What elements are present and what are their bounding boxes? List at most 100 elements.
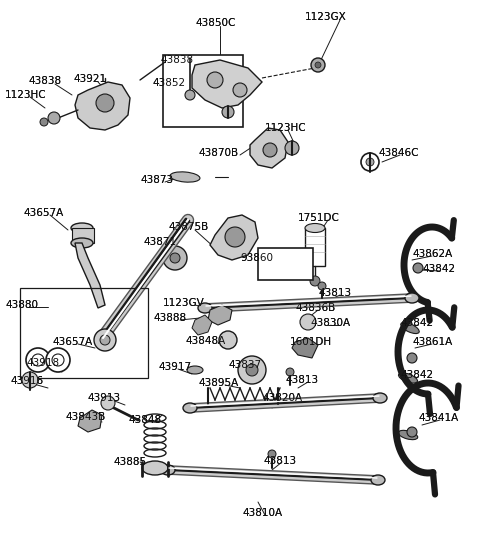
Text: 43848: 43848: [128, 415, 161, 425]
Text: 43873: 43873: [140, 175, 173, 185]
Circle shape: [268, 450, 276, 458]
Text: 43888: 43888: [153, 313, 186, 323]
Circle shape: [233, 83, 247, 97]
Text: 43917: 43917: [158, 362, 191, 372]
Circle shape: [101, 396, 115, 410]
Text: 43895A: 43895A: [198, 378, 238, 388]
Text: 43813: 43813: [318, 288, 351, 298]
Bar: [305, 228, 325, 266]
Text: 43846C: 43846C: [378, 148, 419, 158]
Text: 43838: 43838: [28, 76, 61, 86]
Text: 43885: 43885: [113, 457, 146, 467]
Ellipse shape: [401, 322, 419, 333]
Text: 43843B: 43843B: [65, 412, 105, 422]
Text: 43810A: 43810A: [242, 508, 282, 518]
Ellipse shape: [398, 430, 418, 440]
Text: 43842: 43842: [400, 318, 433, 328]
Text: 43918: 43918: [26, 358, 59, 368]
Text: 43841A: 43841A: [418, 413, 458, 423]
Text: 43852: 43852: [152, 78, 185, 88]
Text: 43836B: 43836B: [295, 303, 335, 313]
Polygon shape: [192, 315, 212, 335]
Circle shape: [318, 282, 326, 290]
Circle shape: [207, 72, 223, 88]
Circle shape: [238, 356, 266, 384]
Polygon shape: [192, 60, 262, 108]
Text: 1123GV: 1123GV: [163, 298, 205, 308]
Circle shape: [310, 276, 320, 286]
Circle shape: [315, 62, 321, 68]
Ellipse shape: [170, 172, 200, 182]
Text: 43846C: 43846C: [378, 148, 419, 158]
Text: 43917: 43917: [158, 362, 191, 372]
Circle shape: [413, 263, 423, 273]
Text: 43813: 43813: [318, 288, 351, 298]
Bar: [258, 248, 313, 280]
Text: 43848: 43848: [128, 415, 161, 425]
Text: 43916: 43916: [10, 376, 43, 386]
Text: 43830A: 43830A: [310, 318, 350, 328]
Text: 43837: 43837: [228, 360, 261, 370]
Circle shape: [407, 353, 417, 363]
Text: 43843B: 43843B: [65, 412, 105, 422]
Text: 43838: 43838: [160, 55, 193, 65]
Text: 1123HC: 1123HC: [265, 123, 307, 133]
Circle shape: [366, 158, 374, 166]
Text: 43657A: 43657A: [52, 337, 92, 347]
Text: 43842: 43842: [422, 264, 455, 274]
Ellipse shape: [161, 465, 175, 475]
Circle shape: [222, 106, 234, 118]
Text: 43850C: 43850C: [195, 18, 235, 28]
Polygon shape: [75, 82, 130, 130]
Text: 43838: 43838: [28, 76, 61, 86]
Text: 43875B: 43875B: [168, 222, 208, 232]
Circle shape: [48, 112, 60, 124]
Text: 1123GV: 1123GV: [163, 298, 205, 308]
Text: 43921: 43921: [73, 74, 106, 84]
Circle shape: [185, 90, 195, 100]
Text: 43862A: 43862A: [412, 249, 452, 259]
Circle shape: [52, 354, 64, 366]
Ellipse shape: [198, 303, 212, 313]
Text: 43870B: 43870B: [198, 148, 238, 158]
Circle shape: [225, 227, 245, 247]
Circle shape: [286, 368, 294, 376]
Circle shape: [263, 143, 277, 157]
Text: 43837: 43837: [228, 360, 261, 370]
Text: 43848A: 43848A: [185, 336, 225, 346]
Text: 1123HC: 1123HC: [265, 123, 307, 133]
Circle shape: [407, 427, 417, 437]
Circle shape: [46, 348, 70, 372]
Text: 93860: 93860: [240, 253, 273, 263]
Text: 43810A: 43810A: [242, 508, 282, 518]
Text: 43850C: 43850C: [195, 18, 235, 28]
Text: 43842: 43842: [400, 318, 433, 328]
Text: 43880: 43880: [5, 300, 38, 310]
Circle shape: [300, 314, 316, 330]
Text: 43838: 43838: [160, 55, 193, 65]
Text: 43842: 43842: [422, 264, 455, 274]
Text: 43657A: 43657A: [23, 208, 63, 218]
Text: 1123HC: 1123HC: [5, 90, 47, 100]
Text: 43875B: 43875B: [168, 222, 208, 232]
Circle shape: [219, 331, 237, 349]
Text: 43813: 43813: [285, 375, 318, 385]
Text: 43657A: 43657A: [52, 337, 92, 347]
Text: 43813: 43813: [263, 456, 296, 466]
Ellipse shape: [71, 238, 93, 248]
Text: 1123HC: 1123HC: [5, 90, 47, 100]
Circle shape: [100, 335, 110, 345]
Ellipse shape: [305, 224, 325, 233]
Circle shape: [32, 354, 44, 366]
Ellipse shape: [373, 393, 387, 403]
Circle shape: [26, 348, 50, 372]
Text: 43842: 43842: [400, 370, 433, 380]
Circle shape: [246, 364, 258, 376]
Bar: [163, 55, 243, 127]
Text: 43873: 43873: [140, 175, 173, 185]
Text: 43848A: 43848A: [185, 336, 225, 346]
Text: 93860: 93860: [240, 253, 273, 263]
Text: 43921: 43921: [73, 74, 106, 84]
Text: 43871: 43871: [143, 237, 176, 247]
Text: 1123GX: 1123GX: [305, 12, 347, 22]
